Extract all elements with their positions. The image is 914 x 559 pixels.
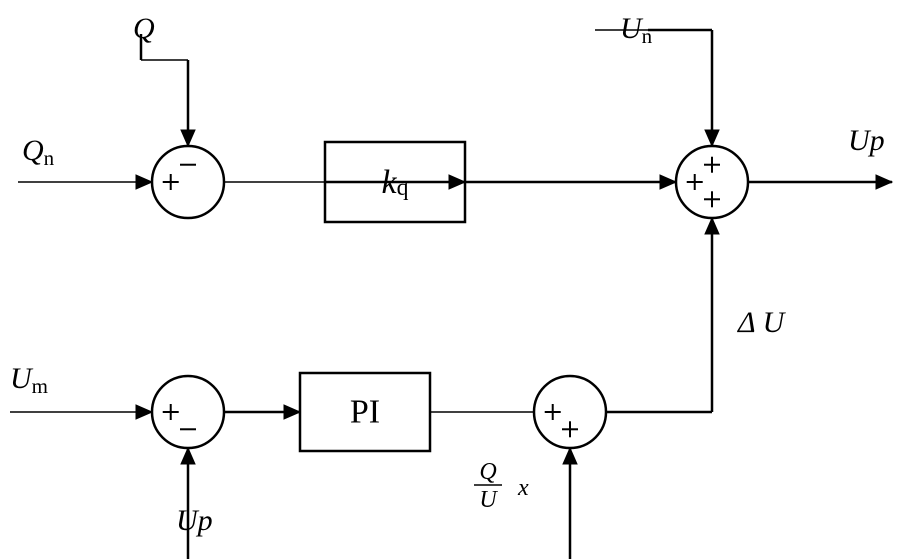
svg-text:Q: Q [479, 459, 496, 485]
signal-label: Um [10, 362, 48, 398]
svg-text:U: U [479, 487, 498, 513]
signal-label: Un [620, 12, 653, 48]
control-block-diagram: QnQUnUpUmUpQUxΔ UkqPI [0, 0, 914, 559]
signal-label: Up [848, 124, 885, 157]
fraction-label: QUx [474, 459, 529, 513]
svg-text:x: x [517, 475, 529, 501]
block-label: kq [382, 164, 409, 202]
signal-label: Qn [22, 134, 55, 170]
block-label: PI [350, 394, 380, 431]
signal-label: Up [176, 504, 213, 537]
signal-label: Q [133, 12, 155, 45]
signal-label: Δ U [737, 306, 787, 339]
